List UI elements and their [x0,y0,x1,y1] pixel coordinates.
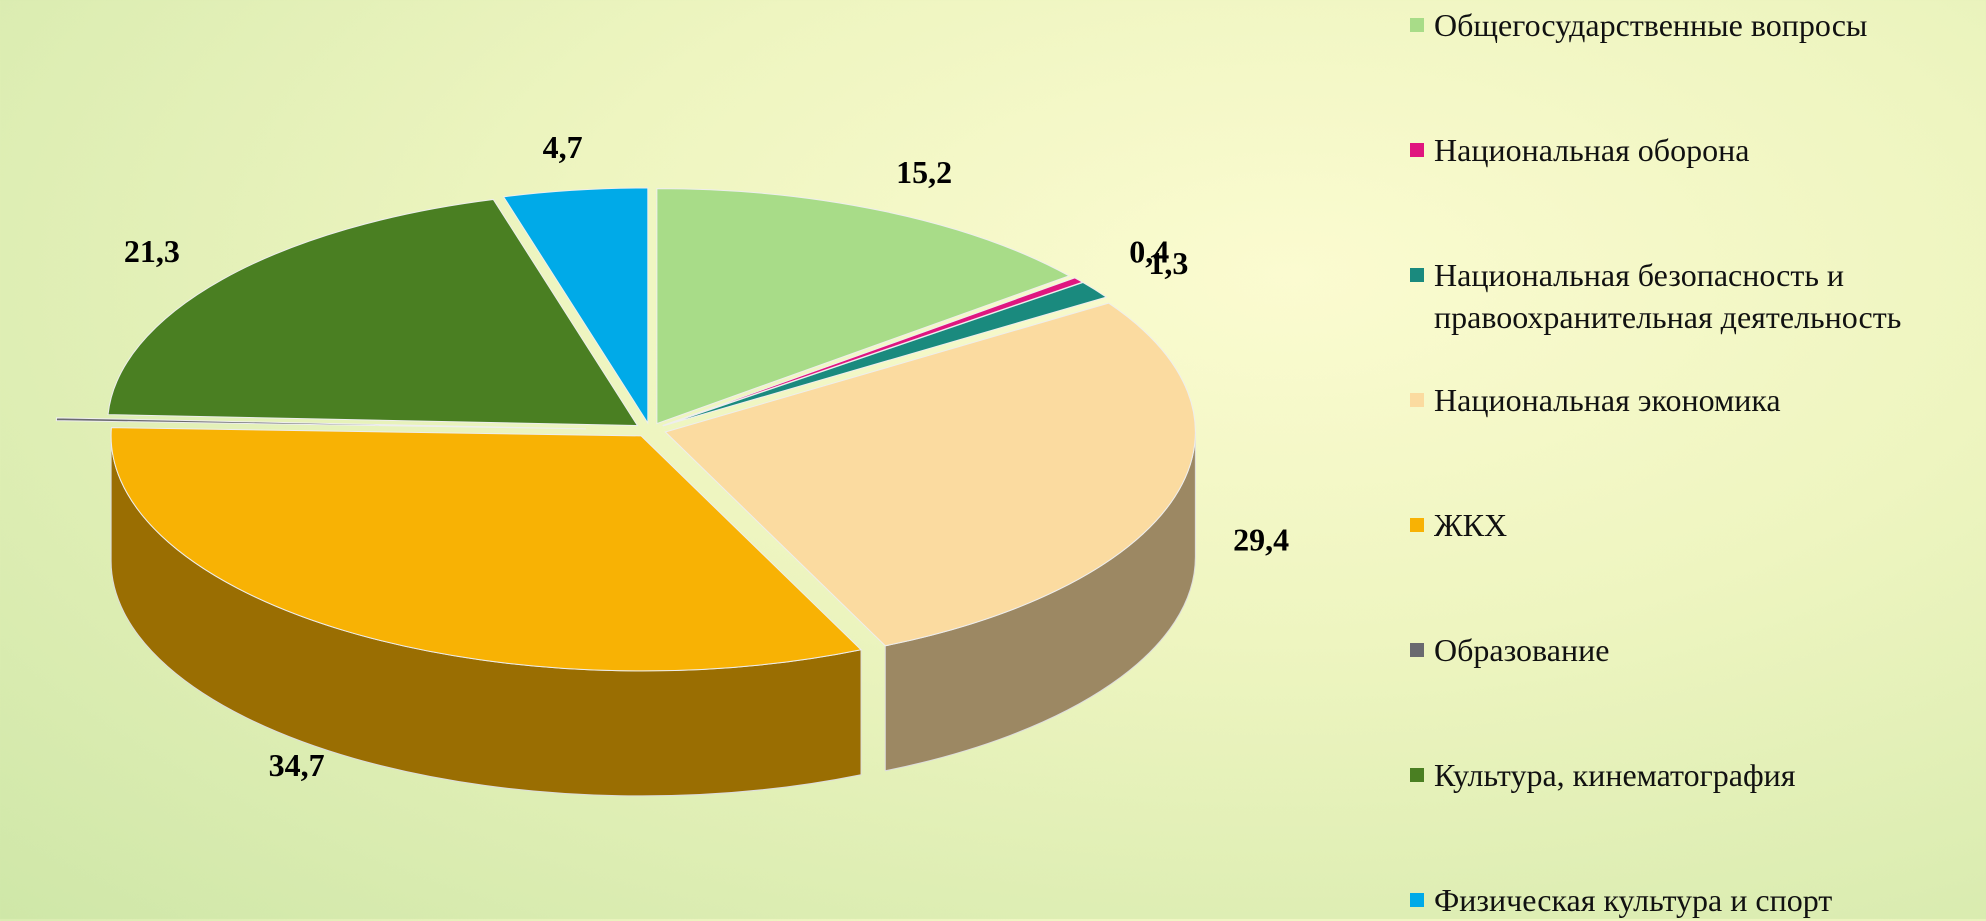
legend-item: ЖКХ [1408,504,1983,546]
legend-swatch [1410,893,1424,907]
legend-label: Образование [1434,632,1610,668]
legend-label: Национальная экономика [1434,382,1781,418]
slice [656,188,1071,425]
legend-swatch [1410,18,1424,32]
data-label: 15,2 [896,154,952,190]
slice [110,427,863,672]
legend-item: Культура, кинематография [1408,754,1983,796]
legend-swatch [1410,768,1424,782]
data-label: 34,7 [269,747,325,783]
legend-item: Национальная безопасность и правоохранит… [1408,254,1983,338]
legend-swatch [1410,393,1424,407]
slice [662,281,1108,427]
data-label: 1,3 [1148,245,1188,281]
legend-swatch [1410,143,1424,157]
chart: 15,20,41,329,434,70,221,34,7 [55,129,1289,797]
data-label: 0,4 [1129,234,1169,270]
data-label: 29,4 [1233,521,1289,557]
legend-item: Физическая культура и спорт [1408,879,1983,921]
legend-label: Национальная безопасность и правоохранит… [1434,257,1902,335]
legend-label: Национальная оборона [1434,132,1750,168]
data-label: 4,7 [543,129,583,165]
legend-label: ЖКХ [1434,507,1508,543]
legend-item: Образование [1408,629,1983,671]
data-label: 21,3 [124,233,180,269]
legend-label: Физическая культура и спорт [1434,882,1833,918]
slice [55,417,587,430]
legend-swatch [1410,643,1424,657]
legend-item: Национальная экономика [1408,379,1983,421]
legend-item: Общегосударственные вопросы [1408,4,1983,46]
slice [664,302,1196,647]
slice [107,198,639,427]
legend-swatch [1410,518,1424,532]
legend-label: Общегосударственные вопросы [1434,7,1868,43]
legend-swatch [1410,268,1424,282]
legend-label: Культура, кинематография [1434,757,1796,793]
slice [502,187,649,425]
legend-item: Национальная оборона [1408,129,1983,171]
